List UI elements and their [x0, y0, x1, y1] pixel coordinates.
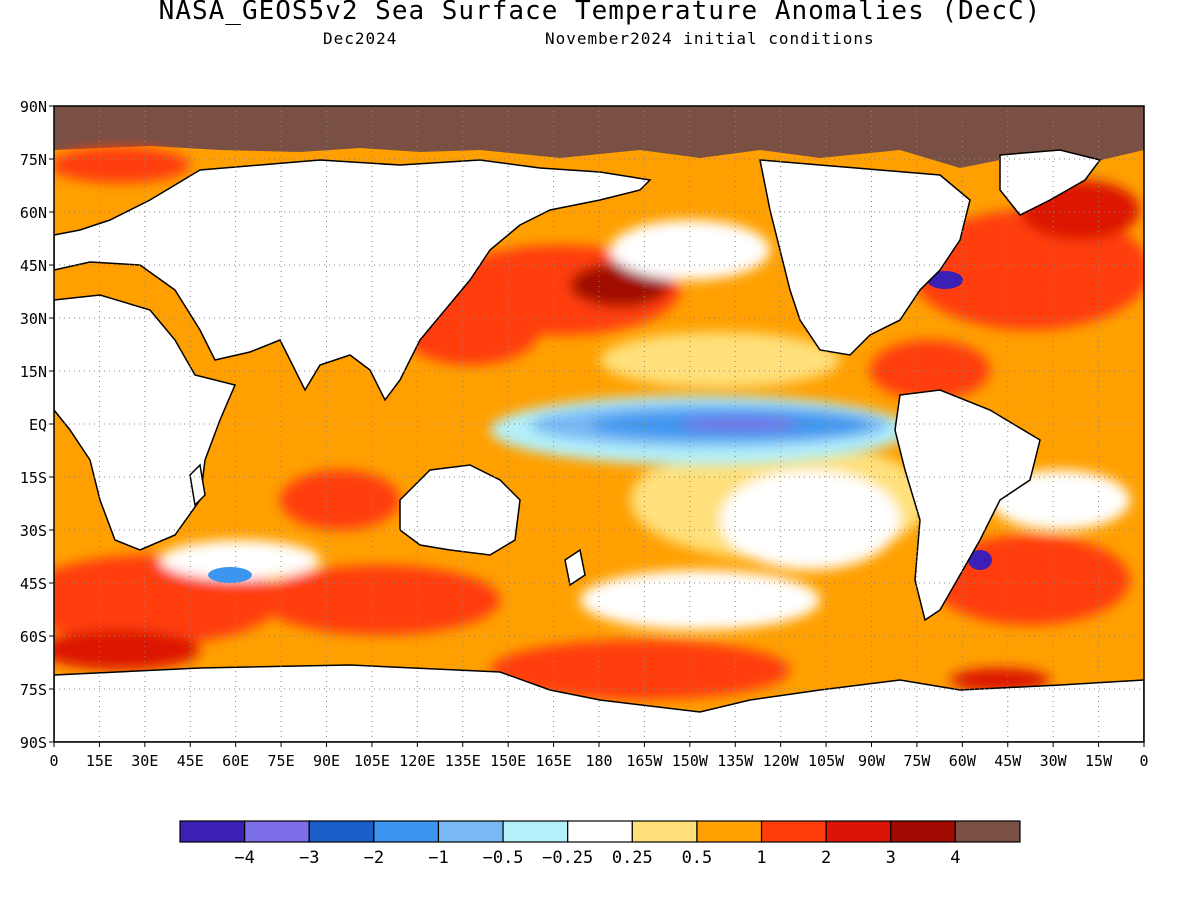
lon-tick-label: 105W — [808, 752, 845, 770]
lon-tick-label: 30E — [131, 752, 158, 770]
lat-tick-label: 15S — [20, 469, 47, 487]
colorbar-swatch — [954, 820, 1021, 843]
colorbar-label: −2 — [364, 848, 384, 868]
lon-tick-label: 75W — [903, 752, 931, 770]
lon-tick-label: 15W — [1085, 752, 1113, 770]
lon-tick-label: 15E — [86, 752, 113, 770]
lat-tick-label: 15N — [20, 363, 47, 381]
lat-tick-label: 75S — [20, 681, 47, 699]
lon-tick-label: 165E — [536, 752, 572, 770]
latitude-axis: 90N 75N 60N 45N 30N 15N EQ 15S 30S 45S 60S 75S 90S — [20, 98, 54, 752]
lat-tick-label: EQ — [29, 416, 47, 434]
south-america-land — [894, 389, 1041, 622]
greenland-land — [999, 149, 1102, 216]
lat-tick-label: 90N — [20, 98, 47, 116]
lon-tick-label: 180 — [585, 752, 612, 770]
colorbar-label: 4 — [950, 848, 960, 868]
colorbar-label: −3 — [299, 848, 319, 868]
lon-tick-label: 105E — [354, 752, 390, 770]
lon-tick-label: 135E — [445, 752, 481, 770]
lon-tick-label: 60W — [949, 752, 977, 770]
colorbar-label: −1 — [428, 848, 448, 868]
colorbar-swatch — [244, 820, 310, 843]
colorbar-label: 0.25 — [612, 848, 653, 868]
lat-tick-label: 30S — [20, 522, 47, 540]
colorbar-label: −0.5 — [483, 848, 524, 868]
lon-tick-label: 135W — [717, 752, 754, 770]
lat-tick-label: 75N — [20, 151, 47, 169]
colorbar-swatch — [437, 820, 504, 843]
lon-tick-label: 150W — [672, 752, 709, 770]
lat-tick-label: 30N — [20, 310, 47, 328]
madagascar-land — [189, 463, 206, 507]
lat-tick-label: 45N — [20, 257, 47, 275]
lon-tick-label: 75E — [268, 752, 295, 770]
lon-tick-label: 90E — [313, 752, 340, 770]
colorbar-swatch — [308, 820, 375, 843]
colorbar: −4 −3 −2 −1 −0.5 −0.25 0.25 0.5 1 2 3 4 — [179, 820, 1021, 868]
lon-tick-label: 165W — [626, 752, 663, 770]
colorbar-swatch — [890, 820, 956, 843]
colorbar-label: 1 — [756, 848, 766, 868]
forecast-month: Dec2024 — [323, 29, 398, 48]
eurasia-land — [54, 159, 652, 402]
lon-tick-label: 0 — [49, 752, 58, 770]
colorbar-swatch — [179, 820, 246, 843]
australia-land — [399, 464, 521, 556]
lon-tick-label: 45W — [994, 752, 1022, 770]
antarctica-land — [54, 664, 1144, 742]
colorbar-label: 0.5 — [682, 848, 713, 868]
initial-conditions: November2024 initial conditions — [545, 29, 875, 48]
gridlines — [54, 106, 1144, 742]
colorbar-label: 2 — [821, 848, 831, 868]
colorbar-label: −4 — [234, 848, 254, 868]
colorbar-swatch — [760, 820, 827, 843]
longitude-axis: 0 15E 30E 45E 60E 75E 90E 105E 120E 135E 150E 165E 1… — [49, 742, 1149, 770]
colorbar-swatch — [631, 820, 698, 843]
new-zealand-land — [564, 548, 586, 587]
lat-tick-label: 60S — [20, 628, 47, 646]
lat-tick-label: 90S — [20, 734, 47, 752]
lon-tick-label: 90W — [858, 752, 886, 770]
colorbar-swatch — [696, 820, 763, 843]
lon-tick-label: 30W — [1040, 752, 1068, 770]
lon-tick-label: 120E — [399, 752, 435, 770]
north-america-land — [759, 159, 971, 356]
lon-tick-label: 0 — [1139, 752, 1148, 770]
lon-tick-label: 120W — [763, 752, 800, 770]
map-title: NASA_GEOS5v2 Sea Surface Temperature Ano… — [158, 0, 1042, 26]
lon-tick-label: 45E — [177, 752, 204, 770]
lon-tick-label: 150E — [490, 752, 526, 770]
colorbar-swatch — [502, 820, 569, 843]
lat-tick-label: 45S — [20, 575, 47, 593]
colorbar-swatch — [825, 820, 892, 843]
colorbar-label: 3 — [886, 848, 896, 868]
colorbar-label: −0.25 — [542, 848, 593, 868]
colorbar-swatch — [567, 820, 633, 843]
colorbar-swatch — [373, 820, 440, 843]
lat-tick-label: 60N — [20, 204, 47, 222]
lon-tick-label: 60E — [222, 752, 249, 770]
